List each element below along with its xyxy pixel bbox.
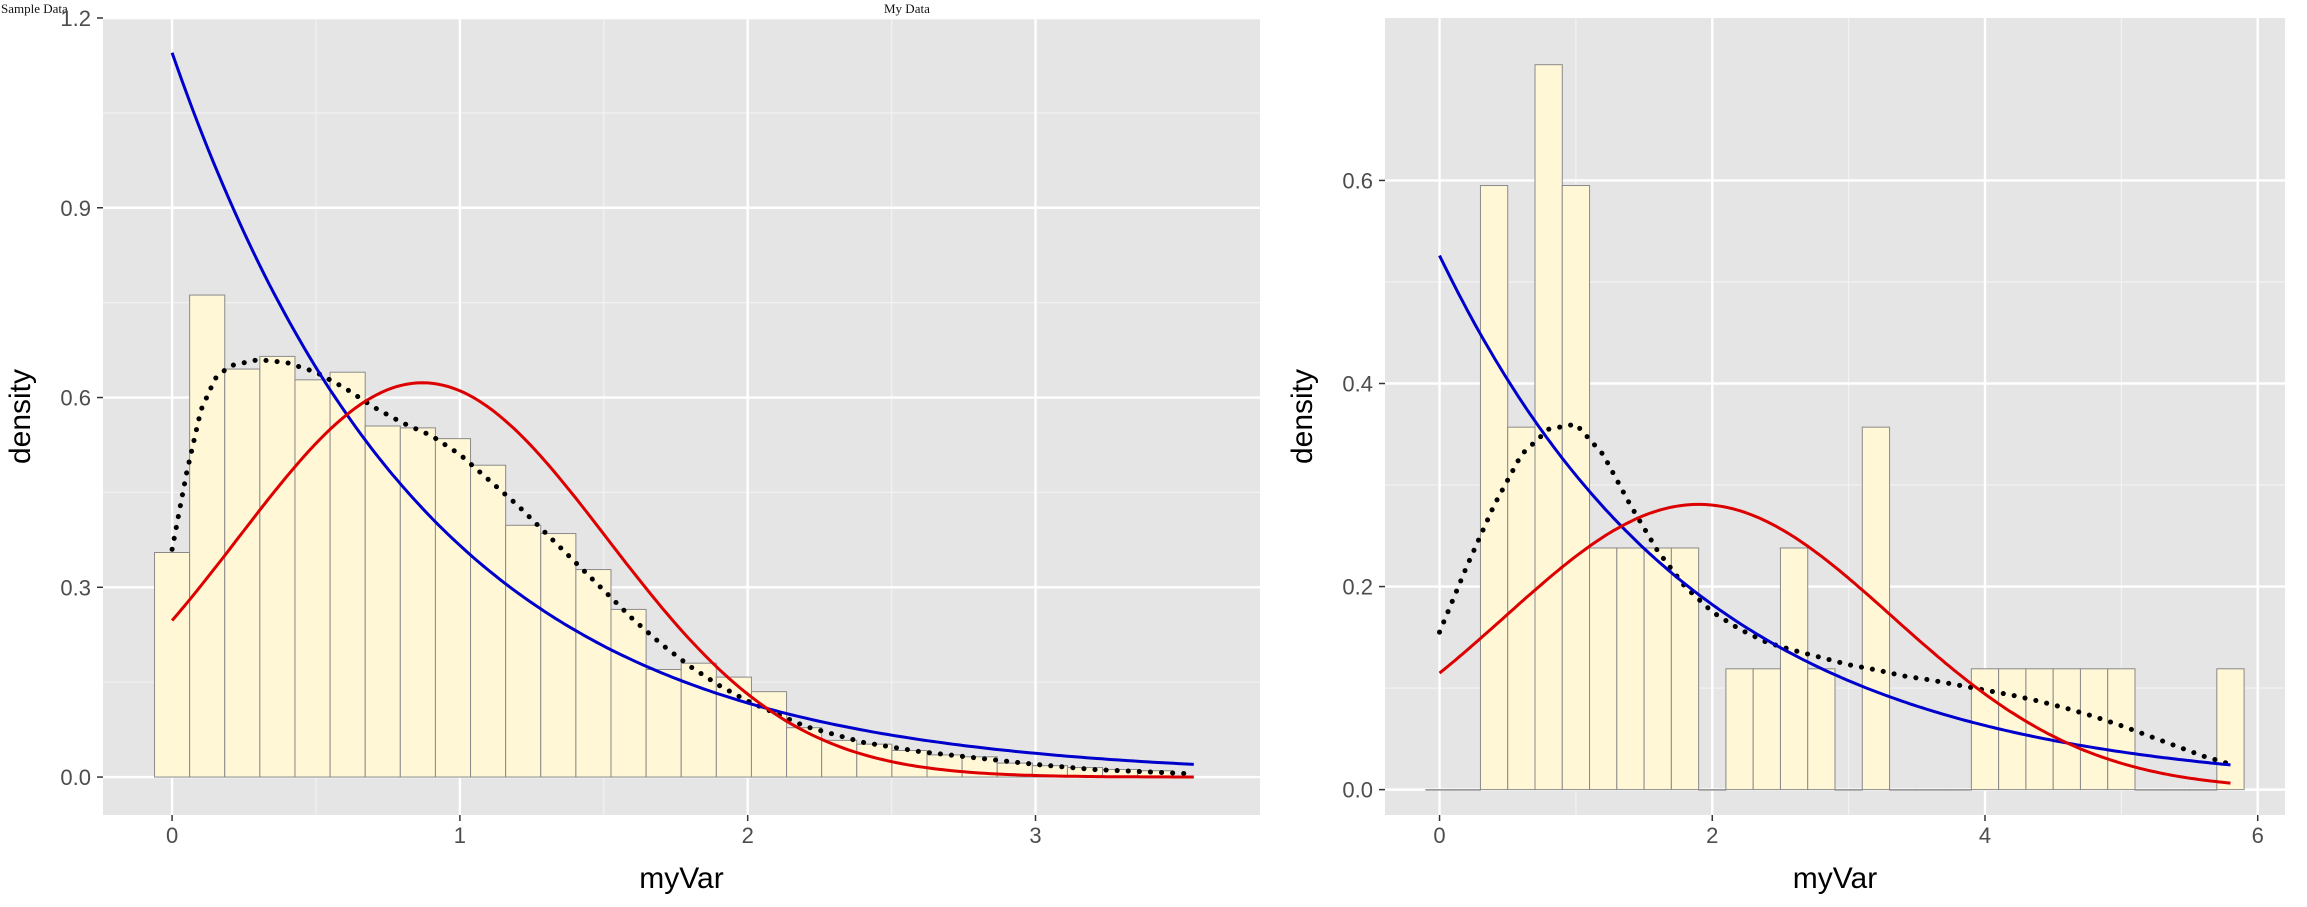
- histogram-bar: [1479, 185, 1509, 791]
- x-tick-label: 1: [454, 823, 466, 848]
- histogram-bar: [540, 533, 577, 778]
- histogram-bar: [259, 355, 296, 778]
- histogram-bar: [1916, 789, 1945, 791]
- y-tick-label: 0.0: [1342, 778, 1373, 803]
- histogram-bar: [470, 464, 507, 778]
- histogram-bar: [2079, 668, 2109, 791]
- y-tick-label: 1.2: [60, 6, 91, 31]
- histogram-bar: [645, 669, 682, 778]
- histogram-bar: [1452, 789, 1481, 791]
- right-chart-title: My Data: [884, 1, 930, 16]
- histogram-bar: [399, 427, 436, 778]
- histogram-bar: [1807, 668, 1836, 791]
- left-chart-title: Sample Data: [1, 1, 68, 16]
- histogram-bar: [2134, 789, 2163, 791]
- density-curve-dotted: [1437, 421, 2233, 767]
- histogram-bar: [1943, 789, 1972, 791]
- x-tick-label: 0: [1433, 823, 1445, 848]
- histogram-bar: [364, 425, 401, 778]
- exponential-fit-curve: [1438, 254, 2231, 767]
- normal-fit-curve: [170, 381, 1194, 779]
- y-tick-label: 0.0: [60, 765, 91, 790]
- histogram-bar: [1425, 789, 1454, 791]
- y-tick-label: 0.4: [1342, 372, 1373, 397]
- histogram-bar: [610, 608, 647, 778]
- y-tick-label: 0.3: [60, 575, 91, 600]
- density-curve-dotted: [169, 357, 1197, 777]
- x-axis-label: myVar: [1793, 862, 1877, 895]
- histogram-bar: [1507, 426, 1536, 791]
- histogram-bar: [1861, 426, 1891, 791]
- y-tick-label: 0.6: [1342, 168, 1373, 193]
- y-axis-label: density: [4, 369, 37, 464]
- histogram-bar: [2189, 789, 2218, 791]
- x-axis-label: myVar: [639, 862, 723, 895]
- histogram-bar: [224, 368, 261, 778]
- histogram-bar: [1889, 789, 1918, 791]
- x-tick-label: 2: [742, 823, 754, 848]
- x-tick-label: 0: [166, 823, 178, 848]
- histogram-bar: [505, 524, 542, 778]
- histogram-bar: [294, 379, 331, 778]
- histogram-bar: [1752, 668, 1781, 791]
- x-tick-label: 6: [2252, 823, 2264, 848]
- histogram-bar: [2216, 668, 2245, 791]
- y-tick-label: 0.6: [60, 386, 91, 411]
- y-tick-label: 0.9: [60, 196, 91, 221]
- y-tick-label: 0.2: [1342, 575, 1373, 600]
- x-tick-label: 2: [1706, 823, 1718, 848]
- normal-fit-curve: [1438, 502, 2231, 785]
- histogram-bar: [1698, 789, 1727, 791]
- y-axis-label: density: [1286, 369, 1319, 464]
- histogram-bar: [2161, 789, 2191, 791]
- histogram-bar: [926, 754, 963, 778]
- histogram-bar: [1643, 547, 1672, 791]
- histogram-bar: [1834, 789, 1863, 791]
- histogram-bar: [1779, 547, 1809, 791]
- histogram-bar: [154, 551, 191, 778]
- x-tick-label: 3: [1029, 823, 1041, 848]
- histogram-bar: [786, 727, 823, 778]
- histogram-bar: [1589, 547, 1618, 791]
- histogram-bar: [189, 294, 226, 778]
- chart-panel-1: 0 1 2 3 0.0 0.3 0.6 0.9 1.2 myVar density: [4, 6, 1260, 895]
- histogram-bar: [575, 569, 612, 778]
- histogram-bar: [1725, 668, 1754, 791]
- x-tick-label: 4: [1979, 823, 1991, 848]
- exponential-fit-curve: [170, 52, 1194, 766]
- histogram-bar: [434, 438, 472, 778]
- histogram-bar: [2052, 668, 2081, 791]
- histogram-bar: [1616, 547, 1645, 791]
- histogram-bar: [1670, 547, 1700, 791]
- chart-panel-2: 0 2 4 6 0.0 0.2 0.4 0.6 myVar density: [1286, 18, 2285, 895]
